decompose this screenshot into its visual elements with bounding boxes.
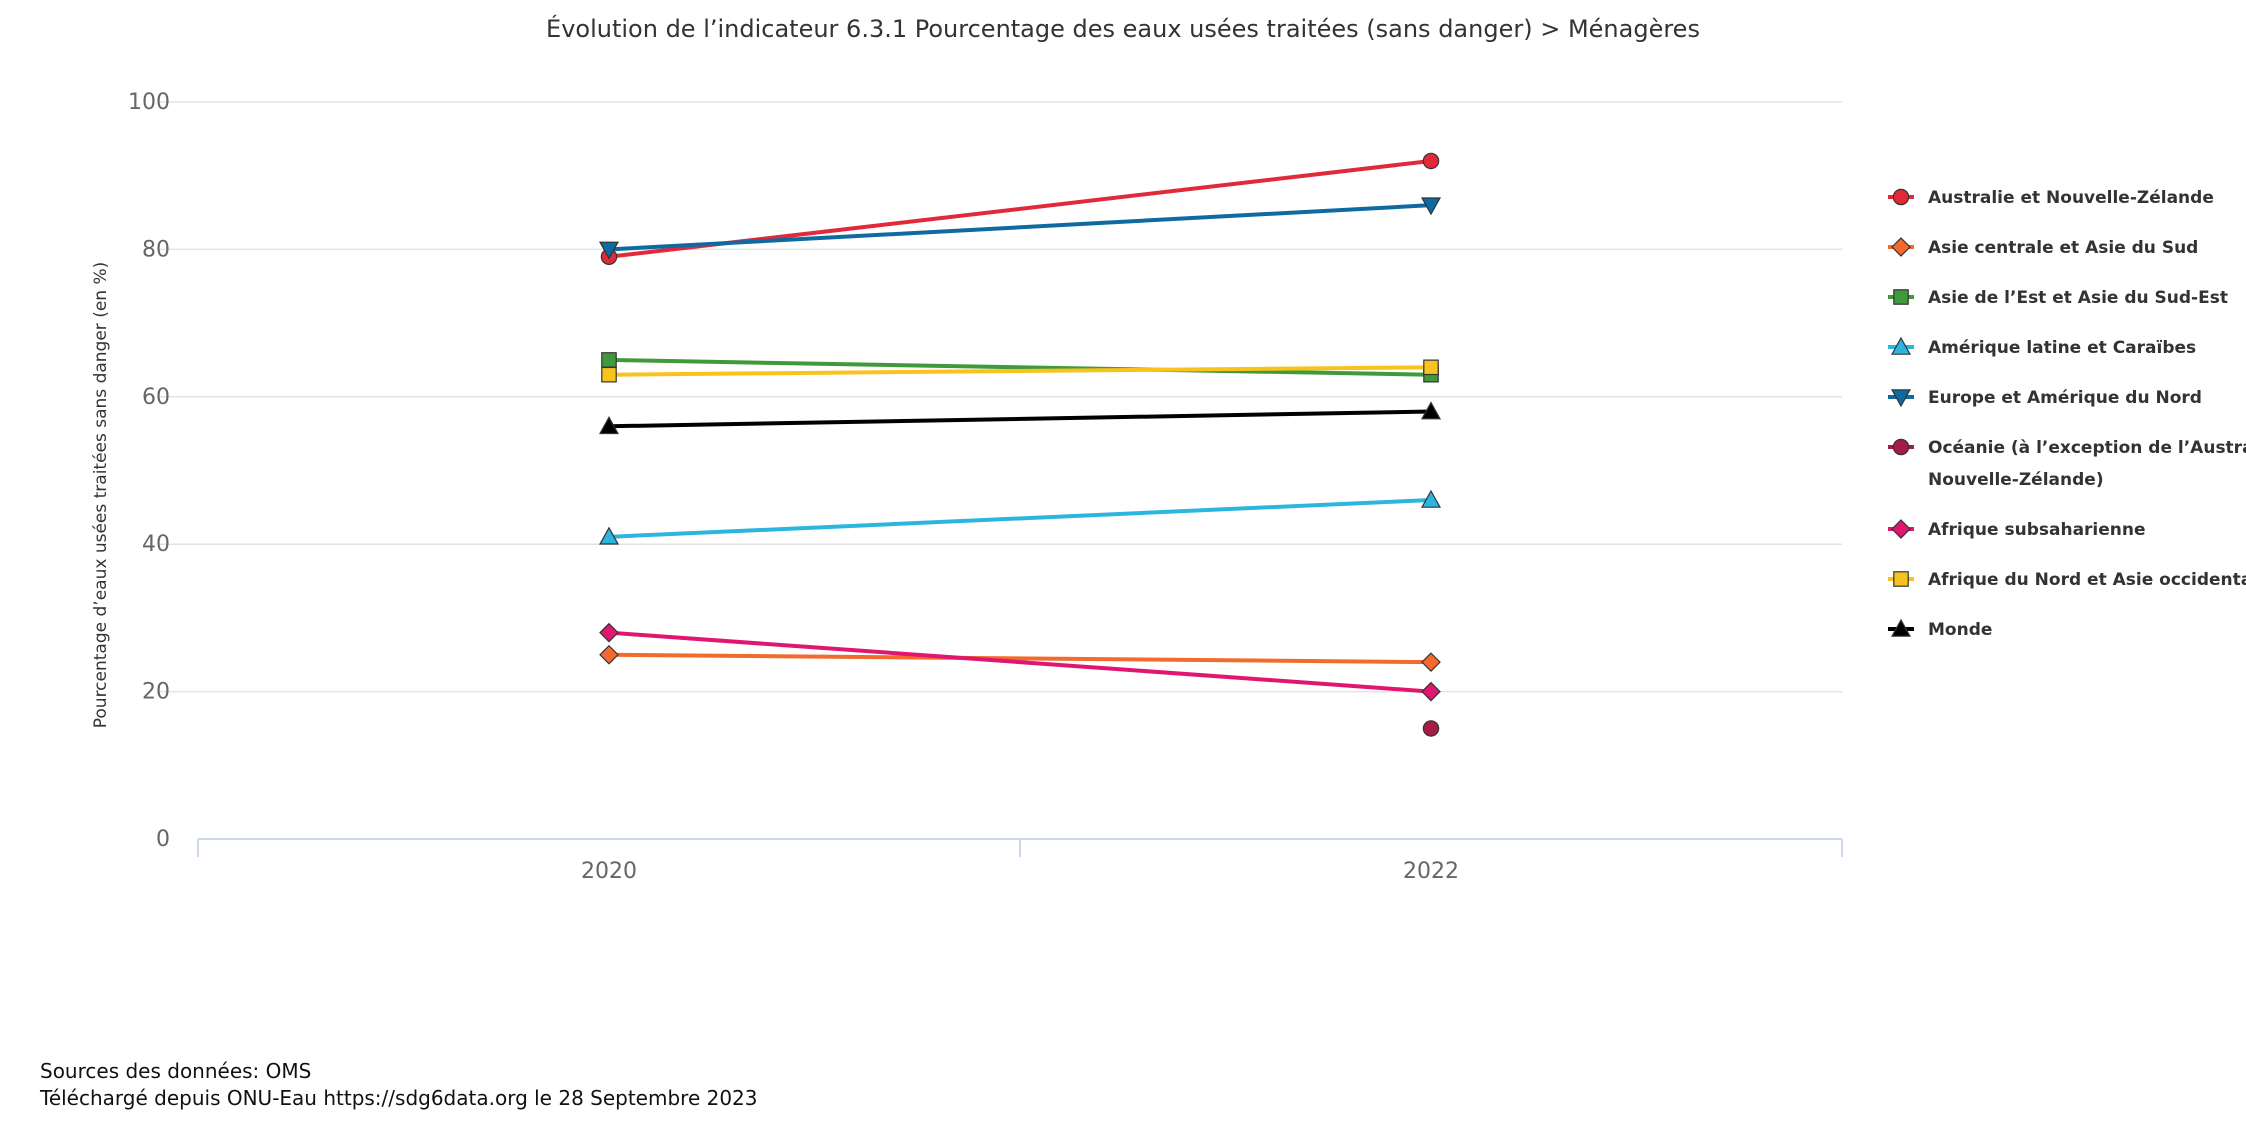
legend-item[interactable]: Asie centrale et Asie du Sud xyxy=(1888,237,2198,258)
data-point xyxy=(599,622,619,643)
data-point xyxy=(598,416,620,435)
data-point xyxy=(1423,359,1439,376)
series-5 xyxy=(598,197,1442,260)
legend-marker xyxy=(1891,519,1911,539)
data-point xyxy=(1420,489,1442,508)
series-line xyxy=(608,357,1432,377)
data-point xyxy=(601,352,617,368)
legend-item[interactable]: Afrique du Nord et Asie occidentale xyxy=(1888,570,2246,590)
y-axis-ticks: 0 20 40 60 80 100 xyxy=(128,90,170,852)
legend-label: Nouvelle-Zélande) xyxy=(1928,470,2104,490)
grid-lines xyxy=(160,101,1842,693)
legend-marker xyxy=(1893,571,1909,587)
x-tick-label: 2022 xyxy=(1403,859,1459,884)
download-line: Téléchargé depuis ONU-Eau https://sdg6da… xyxy=(40,1086,758,1110)
data-point xyxy=(1420,197,1442,216)
y-tick-label: 40 xyxy=(142,532,170,557)
data-point xyxy=(1421,652,1441,672)
y-tick-label: 20 xyxy=(142,680,170,705)
data-point xyxy=(1422,720,1440,737)
legend-label: Afrique du Nord et Asie occidentale xyxy=(1928,570,2246,590)
series-6 xyxy=(1422,720,1440,737)
y-axis-label: Pourcentage d’eaux usées traitées sans d… xyxy=(91,262,111,729)
source-line: Sources des données: OMS xyxy=(40,1059,312,1083)
legend-label: Afrique subsaharienne xyxy=(1928,520,2146,540)
series-7 xyxy=(599,622,1441,702)
legend-item[interactable]: Asie de l’Est et Asie du Sud-Est xyxy=(1888,288,2228,308)
series-4 xyxy=(598,489,1442,545)
legend-marker xyxy=(1890,389,1912,408)
series-group xyxy=(598,152,1442,737)
series-9 xyxy=(598,401,1442,435)
legend-label: Asie centrale et Asie du Sud xyxy=(1928,238,2198,258)
x-axis-ticks: 2020 2022 xyxy=(581,859,1459,884)
legend-item[interactable]: Australie et Nouvelle-Zélande xyxy=(1888,188,2214,208)
data-point xyxy=(1422,152,1440,170)
legend-label: Europe et Amérique du Nord xyxy=(1928,388,2202,408)
data-point xyxy=(1420,401,1442,420)
legend-label: Monde xyxy=(1928,620,1992,640)
legend-marker xyxy=(1891,237,1911,257)
data-point xyxy=(598,526,620,545)
legend-item[interactable]: Océanie (à l’exception de l’Australie et… xyxy=(1888,438,2246,490)
chart-title: Évolution de l’indicateur 6.3.1 Pourcent… xyxy=(546,14,1700,43)
legend-item[interactable]: Europe et Amérique du Nord xyxy=(1888,388,2202,408)
series-line xyxy=(608,409,1432,429)
series-line xyxy=(608,630,1432,694)
legend-marker xyxy=(1890,618,1912,637)
legend: Australie et Nouvelle-Zélande Asie centra… xyxy=(1888,188,2246,640)
x-tick-label: 2020 xyxy=(581,859,637,884)
y-tick-label: 0 xyxy=(156,827,170,852)
y-tick-label: 60 xyxy=(142,385,170,410)
legend-label: Amérique latine et Caraïbes xyxy=(1928,338,2196,358)
series-line xyxy=(608,652,1432,665)
data-point xyxy=(598,241,620,260)
data-source-note: Sources des données: OMS Téléchargé depu… xyxy=(40,1058,758,1112)
legend-label: Australie et Nouvelle-Zélande xyxy=(1928,188,2214,208)
y-tick-label: 100 xyxy=(128,90,170,115)
series-1 xyxy=(600,152,1440,266)
x-axis xyxy=(197,838,1843,857)
legend-item[interactable]: Amérique latine et Caraïbes xyxy=(1888,336,2196,358)
series-line xyxy=(608,365,1432,377)
legend-item[interactable]: Afrique subsaharienne xyxy=(1888,519,2146,540)
data-point xyxy=(601,366,617,383)
series-line xyxy=(608,497,1432,539)
legend-marker xyxy=(1892,188,1910,206)
legend-marker xyxy=(1890,336,1912,355)
legend-marker xyxy=(1892,438,1910,456)
y-tick-label: 80 xyxy=(142,237,170,262)
series-line xyxy=(608,203,1432,252)
legend-item[interactable]: Monde xyxy=(1888,618,1992,640)
data-point xyxy=(1421,681,1441,702)
series-2 xyxy=(599,644,1441,672)
legend-label: Asie de l’Est et Asie du Sud-Est xyxy=(1928,288,2228,308)
data-point xyxy=(599,644,619,665)
legend-label: Océanie (à l’exception de l’Australie et… xyxy=(1928,438,2246,458)
series-8 xyxy=(601,359,1439,383)
legend-marker xyxy=(1893,289,1909,305)
